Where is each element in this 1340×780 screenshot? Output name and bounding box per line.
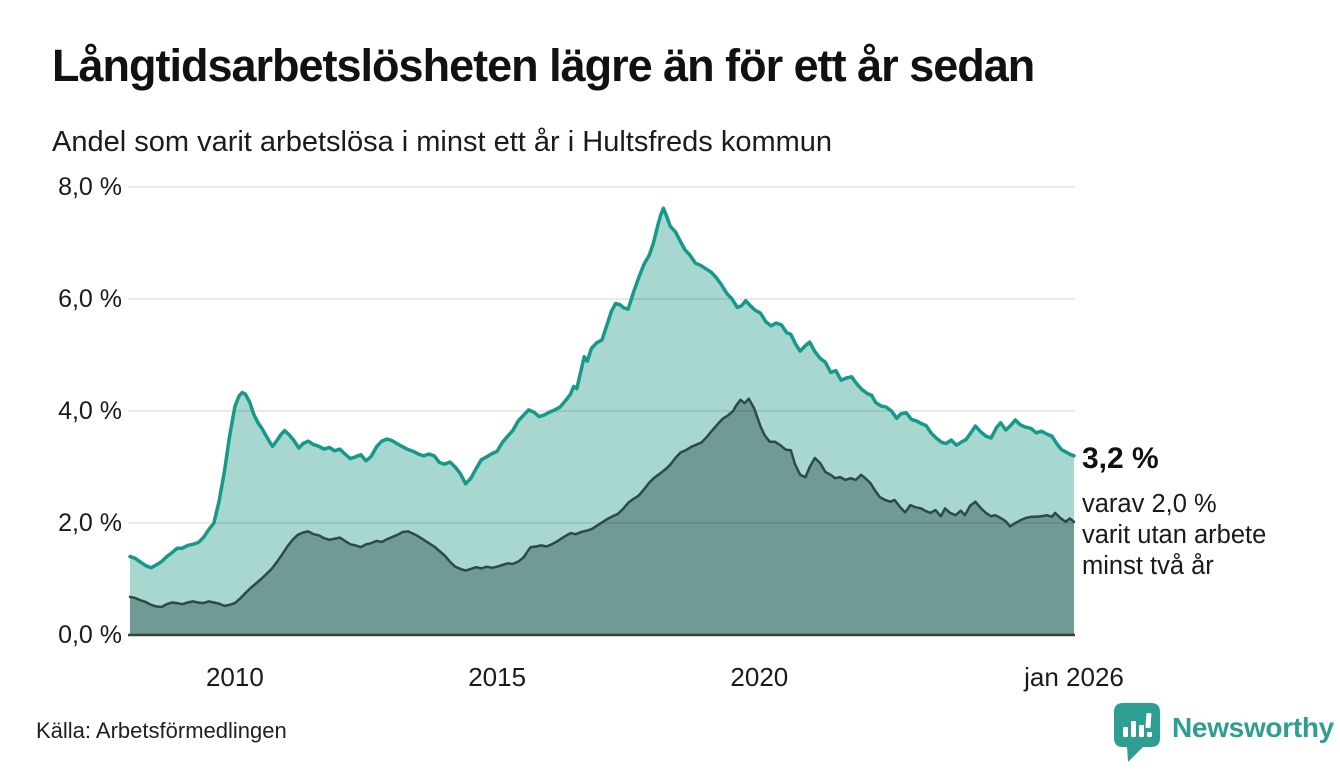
y-tick-label: 8,0 % [58,173,122,201]
newsworthy-logo: Newsworthy [1113,702,1334,766]
annotation-detail-line: varav 2,0 % [1082,490,1217,518]
y-tick-label: 4,0 % [58,397,122,425]
annotation-detail-line: minst två år [1082,552,1214,580]
x-tick-label: 2020 [730,662,789,692]
chart-subtitle: Andel som varit arbetslösa i minst ett å… [52,126,833,158]
y-tick-label: 2,0 % [58,509,122,537]
annotation-total-value: 3,2 % [1082,442,1159,475]
newsworthy-wordmark: Newsworthy [1172,712,1334,743]
annotation-detail-line: varit utan arbete [1082,521,1267,549]
page-title: Långtidsarbetslösheten lägre än för ett … [52,40,1035,91]
x-tick-label: jan 2026 [1024,662,1124,692]
series-line-total [128,206,1076,570]
newsworthy-logo-icon [1114,703,1160,762]
end-value-annotation: 3,2 % varav 2,0 % varit utan arbete mins… [1082,441,1332,582]
x-tick-label: 2010 [205,662,264,692]
y-tick-label: 6,0 % [58,285,122,313]
y-tick-label: 0,0 % [58,621,122,649]
source-credit: Källa: Arbetsförmedlingen [36,718,287,743]
x-tick-label: 2015 [468,662,527,692]
series-line-two-year [128,397,1076,609]
series-area-two-year [130,398,1074,635]
annotation-detail: varav 2,0 % varit utan arbete minst två … [1082,489,1332,582]
